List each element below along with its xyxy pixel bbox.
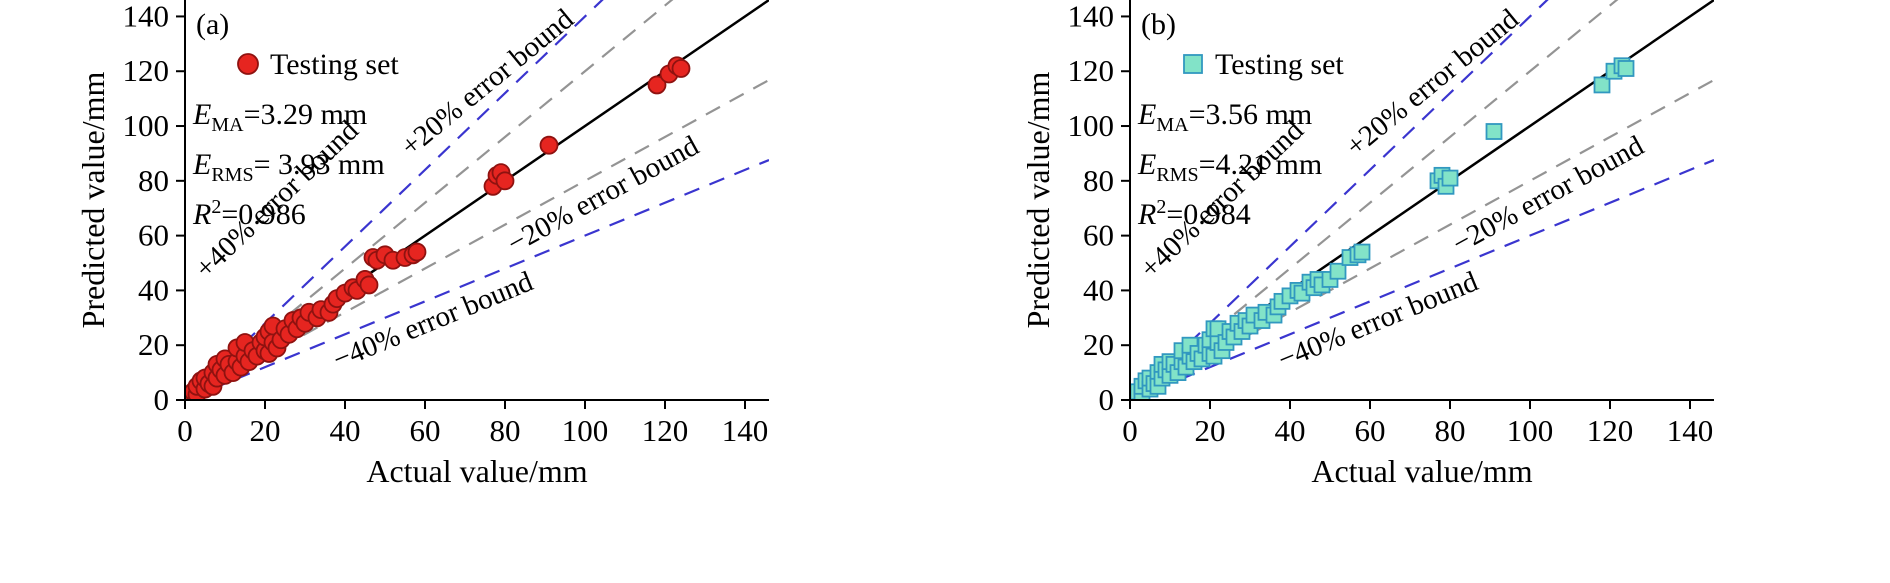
- x-tick-label: 140: [722, 413, 769, 448]
- x-tick-label: 120: [642, 413, 689, 448]
- y-axis-title: Predicted value/mm: [1020, 71, 1056, 328]
- y-tick-label: 100: [1068, 108, 1115, 143]
- x-axis-title: Actual value/mm: [1311, 453, 1532, 489]
- y-tick-label: 0: [154, 382, 170, 417]
- plot-area: [185, 0, 769, 400]
- data-point: [1353, 243, 1371, 261]
- error-bound-label: −20% error bound: [1447, 129, 1649, 260]
- y-tick-label: 140: [123, 0, 170, 33]
- data-point: [647, 75, 667, 95]
- x-tick-label: 60: [1355, 413, 1386, 448]
- error-bound-line: [185, 158, 769, 400]
- panel-label: (b): [1141, 8, 1176, 41]
- stat-line: EMA=3.29 mm: [192, 98, 367, 136]
- data-point: [539, 135, 559, 155]
- legend: Testing set: [1183, 48, 1344, 81]
- y-tick-label: 60: [138, 218, 169, 253]
- data-point: [407, 242, 427, 262]
- scatter-panel-a: +40% error bound+20% error bound−20% err…: [75, 0, 769, 489]
- y-tick-label: 40: [1083, 272, 1114, 307]
- x-tick-label: 100: [1507, 413, 1554, 448]
- x-axis-title: Actual value/mm: [366, 453, 587, 489]
- legend-label: Testing set: [1215, 48, 1344, 81]
- y-tick-label: 140: [1068, 0, 1115, 33]
- x-tick-label: 0: [1122, 413, 1138, 448]
- x-tick-label: 40: [330, 413, 361, 448]
- y-tick-label: 80: [138, 163, 169, 198]
- stat-line: EMA=3.56 mm: [1137, 98, 1312, 136]
- y-tick-label: 20: [138, 327, 169, 362]
- error-bound-line: [1130, 158, 1714, 400]
- data-point: [1485, 123, 1503, 140]
- stat-line: R2=0.984: [1137, 196, 1251, 231]
- stat-line: ERMS=4.21 mm: [1137, 148, 1322, 186]
- x-tick-label: 0: [177, 413, 193, 448]
- stat-line: R2=0.986: [192, 196, 306, 231]
- data-point: [1441, 169, 1459, 187]
- stat-line: ERMS= 3.93 mm: [192, 148, 385, 186]
- data-point: [1593, 76, 1611, 94]
- data-point: [1617, 60, 1635, 77]
- x-tick-label: 20: [250, 413, 281, 448]
- legend: Testing set: [237, 48, 399, 81]
- x-tick-label: 40: [1275, 413, 1306, 448]
- x-tick-label: 60: [410, 413, 441, 448]
- x-tick-label: 120: [1587, 413, 1634, 448]
- error-bound-label: −20% error bound: [502, 129, 704, 260]
- y-tick-label: 0: [1099, 382, 1115, 417]
- data-point: [359, 275, 379, 295]
- x-tick-label: 140: [1667, 413, 1714, 448]
- plot-area: [1130, 0, 1714, 400]
- y-tick-label: 60: [1083, 218, 1114, 253]
- x-tick-label: 80: [1435, 413, 1466, 448]
- y-tick-label: 40: [138, 272, 169, 307]
- data-point: [671, 59, 691, 78]
- x-tick-label: 20: [1195, 413, 1226, 448]
- data-point: [1329, 262, 1347, 280]
- legend-marker: [1183, 54, 1203, 74]
- panel-label: (a): [196, 8, 229, 41]
- y-tick-label: 80: [1083, 163, 1114, 198]
- scatter-panel-b: +40% error bound+20% error bound−20% err…: [945, 0, 1890, 583]
- y-tick-label: 20: [1083, 327, 1114, 362]
- y-axis-title: Predicted value/mm: [75, 71, 111, 328]
- legend-marker: [237, 53, 259, 75]
- y-tick-label: 120: [123, 53, 170, 88]
- data-point: [495, 171, 515, 191]
- y-tick-label: 120: [1068, 53, 1115, 88]
- y-tick-label: 100: [123, 108, 170, 143]
- x-tick-label: 100: [562, 413, 609, 448]
- legend-label: Testing set: [270, 48, 399, 81]
- x-tick-label: 80: [490, 413, 521, 448]
